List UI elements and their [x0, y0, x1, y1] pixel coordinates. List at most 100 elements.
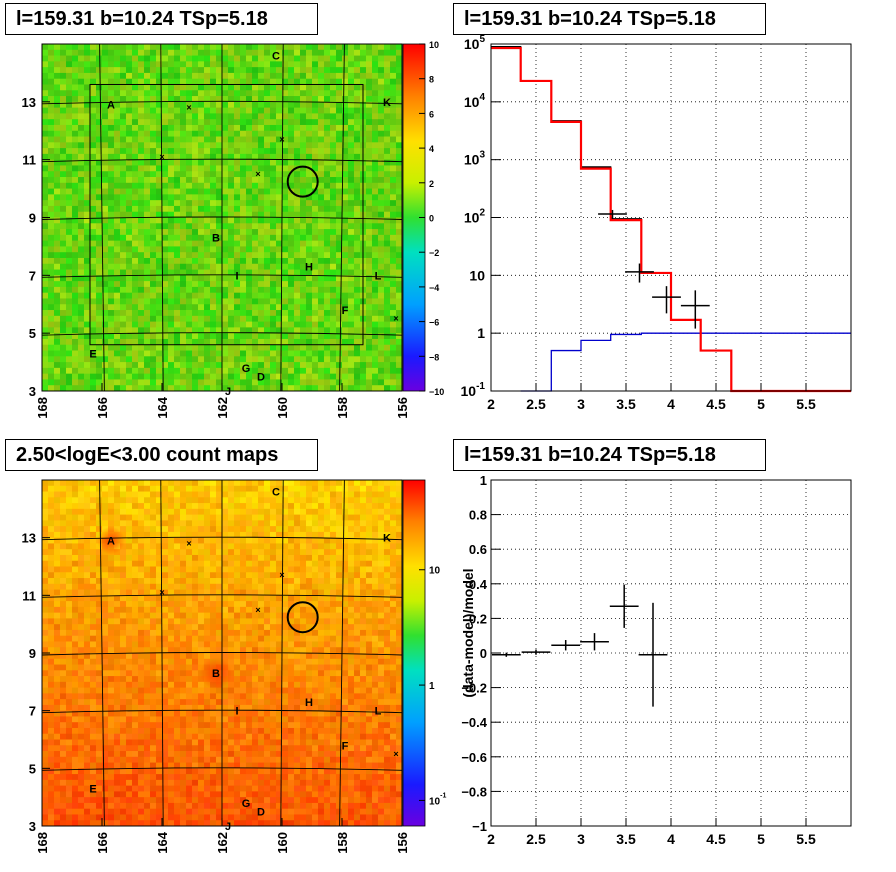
map-pixel — [270, 171, 277, 178]
map-pixel — [132, 286, 139, 294]
map-pixel — [198, 333, 205, 340]
map-pixel — [102, 722, 109, 729]
map-pixel — [60, 356, 67, 363]
map-pixel — [42, 583, 49, 590]
map-pixel — [216, 182, 223, 189]
map-pixel — [348, 379, 355, 386]
map-pixel — [282, 55, 289, 62]
map-pixel — [108, 61, 115, 68]
map-pixel — [48, 589, 55, 596]
map-pixel — [150, 670, 157, 677]
map-pixel — [108, 269, 115, 276]
map-pixel — [294, 44, 301, 51]
map-pixel — [78, 727, 85, 735]
map-pixel — [42, 373, 49, 380]
map-pixel — [54, 791, 61, 798]
map-pixel — [156, 624, 163, 631]
map-pixel — [174, 188, 181, 195]
map-pixel — [90, 113, 97, 120]
map-pixel — [126, 508, 133, 515]
map-pixel — [48, 733, 55, 740]
map-pixel — [60, 635, 67, 642]
map-pixel — [138, 583, 145, 590]
map-pixel — [312, 327, 319, 334]
map-pixel — [54, 658, 61, 665]
map-pixel — [84, 78, 91, 85]
map-pixel — [108, 601, 115, 608]
map-pixel — [114, 49, 121, 56]
grid-meridian — [99, 43, 105, 392]
map-pixel — [312, 107, 319, 114]
map-pixel — [78, 774, 85, 781]
map-pixel — [60, 595, 67, 602]
map-pixel — [276, 385, 283, 392]
map-pixel — [288, 263, 295, 270]
map-pixel — [210, 263, 217, 270]
map-pixel — [354, 240, 361, 247]
map-pixel — [150, 785, 157, 792]
map-pixel — [60, 768, 67, 775]
map-pixel — [366, 373, 373, 380]
map-pixel — [246, 136, 253, 143]
map-pixel — [90, 304, 97, 311]
map-pixel — [108, 820, 115, 827]
map-pixel — [144, 537, 151, 544]
map-pixel — [150, 333, 157, 340]
map-pixel — [48, 601, 55, 608]
map-pixel — [90, 751, 97, 758]
map-pixel — [330, 101, 337, 109]
map-pixel — [366, 165, 373, 172]
map-pixel — [270, 379, 277, 386]
map-pixel — [132, 142, 139, 149]
map-pixel — [228, 350, 235, 357]
map-pixel — [102, 774, 109, 781]
map-pixel — [162, 177, 169, 184]
map-pixel — [48, 310, 55, 317]
map-pixel — [360, 362, 367, 369]
map-pixel — [96, 566, 103, 573]
map-pixel — [120, 171, 127, 178]
map-pixel — [132, 554, 139, 562]
map-pixel — [174, 252, 181, 259]
map-pixel — [138, 658, 145, 665]
map-pixel — [144, 664, 151, 671]
map-pixel — [78, 78, 85, 85]
map-pixel — [150, 572, 157, 579]
map-pixel — [78, 681, 85, 688]
map-pixel — [96, 670, 103, 677]
map-pixel — [240, 90, 247, 97]
map-pixel — [174, 367, 181, 375]
map-pixel — [78, 205, 85, 213]
map-pixel — [114, 733, 121, 740]
map-pixel — [318, 344, 325, 351]
map-pixel — [60, 774, 67, 781]
map-pixel — [156, 526, 163, 533]
map-pixel — [180, 107, 187, 114]
map-pixel — [210, 67, 217, 74]
map-pixel — [396, 72, 403, 80]
map-pixel — [54, 223, 61, 230]
map-pixel — [366, 113, 373, 120]
map-pixel — [150, 653, 157, 660]
map-pixel — [60, 142, 67, 149]
grid-parallel — [41, 100, 403, 105]
map-pixel — [168, 90, 175, 97]
map-pixel — [150, 124, 157, 132]
map-pixel — [168, 142, 175, 149]
map-pixel — [156, 281, 163, 288]
map-pixel — [126, 194, 133, 201]
map-pixel — [114, 217, 121, 224]
map-pixel — [234, 205, 241, 213]
map-pixel — [198, 321, 205, 328]
map-pixel — [96, 130, 103, 137]
map-pixel — [78, 338, 85, 346]
map-pixel — [96, 676, 103, 683]
map-pixel — [114, 61, 121, 68]
map-pixel — [120, 373, 127, 380]
map-pixel — [378, 333, 385, 340]
map-pixel — [210, 113, 217, 120]
map-pixel — [216, 286, 223, 294]
map-pixel — [84, 327, 91, 334]
map-pixel — [378, 379, 385, 386]
map-pixel — [78, 618, 85, 625]
